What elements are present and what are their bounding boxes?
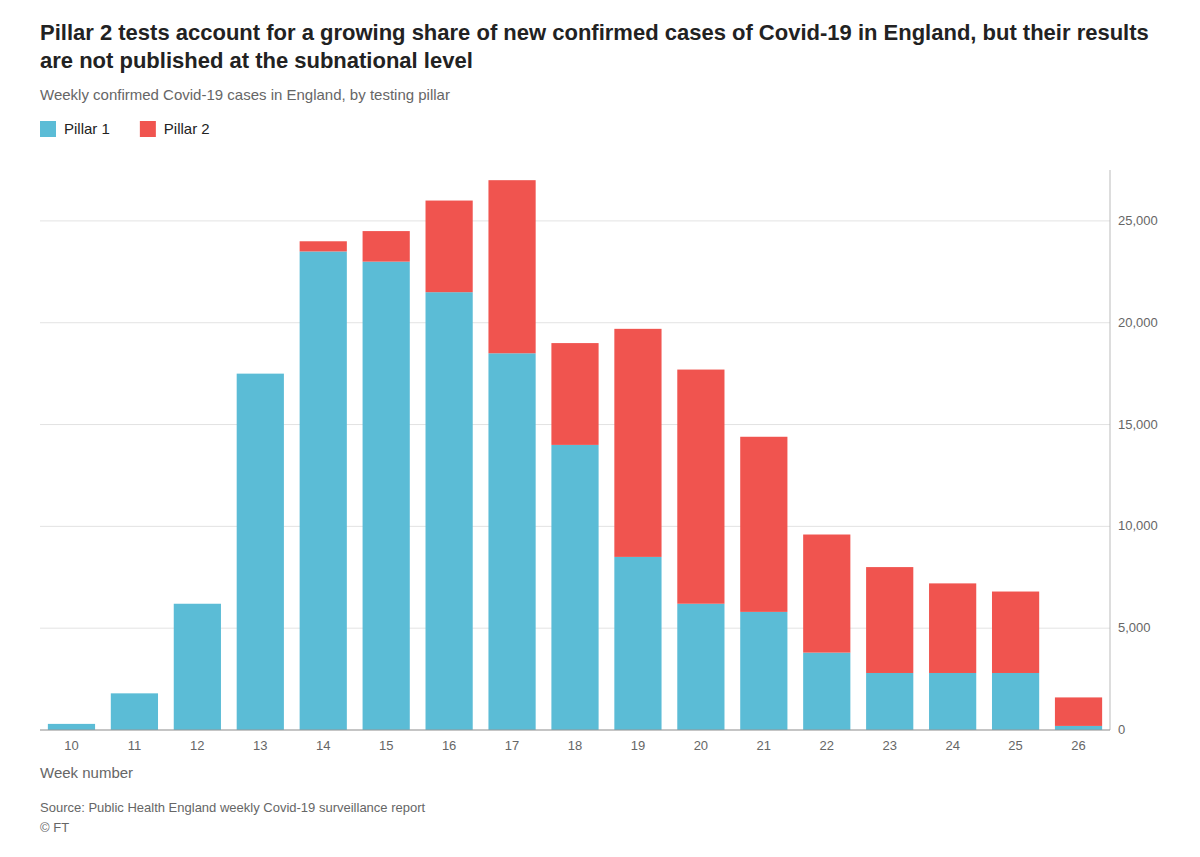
bar [300,251,347,730]
bar [803,653,850,730]
x-tick-label: 14 [316,738,330,753]
bar [363,262,410,730]
bar [300,241,347,251]
x-axis: 10 11 12 13 14 15 16 17 18 19 20 21 22 23 24 25 26 [40,730,1110,753]
x-tick-label: 19 [631,738,645,753]
bar [992,673,1039,730]
y-tick-label: 10,000 [1118,518,1158,533]
y-tick-label: 15,000 [1118,417,1158,432]
bar [1055,726,1102,730]
x-tick-label: 10 [64,738,78,753]
bar [929,583,976,673]
bar [237,374,284,730]
x-tick-label: 24 [945,738,959,753]
x-tick-label: 17 [505,738,519,753]
x-tick-label: 16 [442,738,456,753]
grid [40,221,1110,730]
bar [48,724,95,730]
bar [111,693,158,694]
bar [740,437,787,612]
y-axis: 0 5,000 10,000 15,000 20,000 25,000 [1110,170,1158,737]
x-tick-label: 11 [128,738,142,753]
x-tick-label: 18 [568,738,582,753]
legend-swatch [140,121,156,137]
bar [426,201,473,293]
bar [111,693,158,730]
x-axis-label: Week number [40,764,133,781]
bar [992,592,1039,673]
grid-line [40,220,1110,221]
bars [48,180,1102,730]
bar [426,292,473,730]
bar [866,567,913,673]
bar [237,373,284,374]
bar [48,723,95,724]
y-tick-label: 20,000 [1118,315,1158,330]
bar [1055,697,1102,726]
chart: Pillar 2 tests account for a growing sha… [0,0,1200,857]
bar [551,445,598,730]
x-tick-label: 25 [1008,738,1022,753]
x-tick-label: 20 [694,738,708,753]
x-tick-label: 22 [820,738,834,753]
legend-label: Pillar 1 [64,120,110,137]
bar [929,673,976,730]
y-tick-label: 25,000 [1118,213,1158,228]
bar [614,329,661,557]
x-tick-label: 23 [882,738,896,753]
bar [677,370,724,604]
bar [551,343,598,445]
x-tick-label: 12 [190,738,204,753]
x-tick-label: 15 [379,738,393,753]
title: Pillar 2 tests account for a growing sha… [40,20,1149,73]
bar [614,557,661,730]
bar [677,604,724,730]
bar [866,673,913,730]
y-tick-label: 5,000 [1118,620,1151,635]
bar [174,603,221,604]
legend: Pillar 1 Pillar 2 [40,120,210,137]
bar [174,604,221,730]
background [0,0,1200,857]
x-tick-label: 26 [1071,738,1085,753]
bar [803,535,850,653]
subtitle: Weekly confirmed Covid-19 cases in Engla… [40,86,450,103]
legend-swatch [40,121,56,137]
annotation: Source: Public Health England weekly Cov… [40,800,426,815]
grid-line [40,730,1110,731]
x-tick-label: 13 [253,738,267,753]
bar [488,180,535,353]
grid-line [40,322,1110,323]
legend-label: Pillar 2 [164,120,210,137]
bar [488,353,535,730]
y-axis-line [1110,170,1111,730]
x-tick-label: 21 [757,738,771,753]
annotation: © FT [40,820,69,835]
x-axis-line [40,730,1110,731]
bar [363,231,410,262]
bar [740,612,787,730]
y-tick-label: 0 [1118,722,1125,737]
